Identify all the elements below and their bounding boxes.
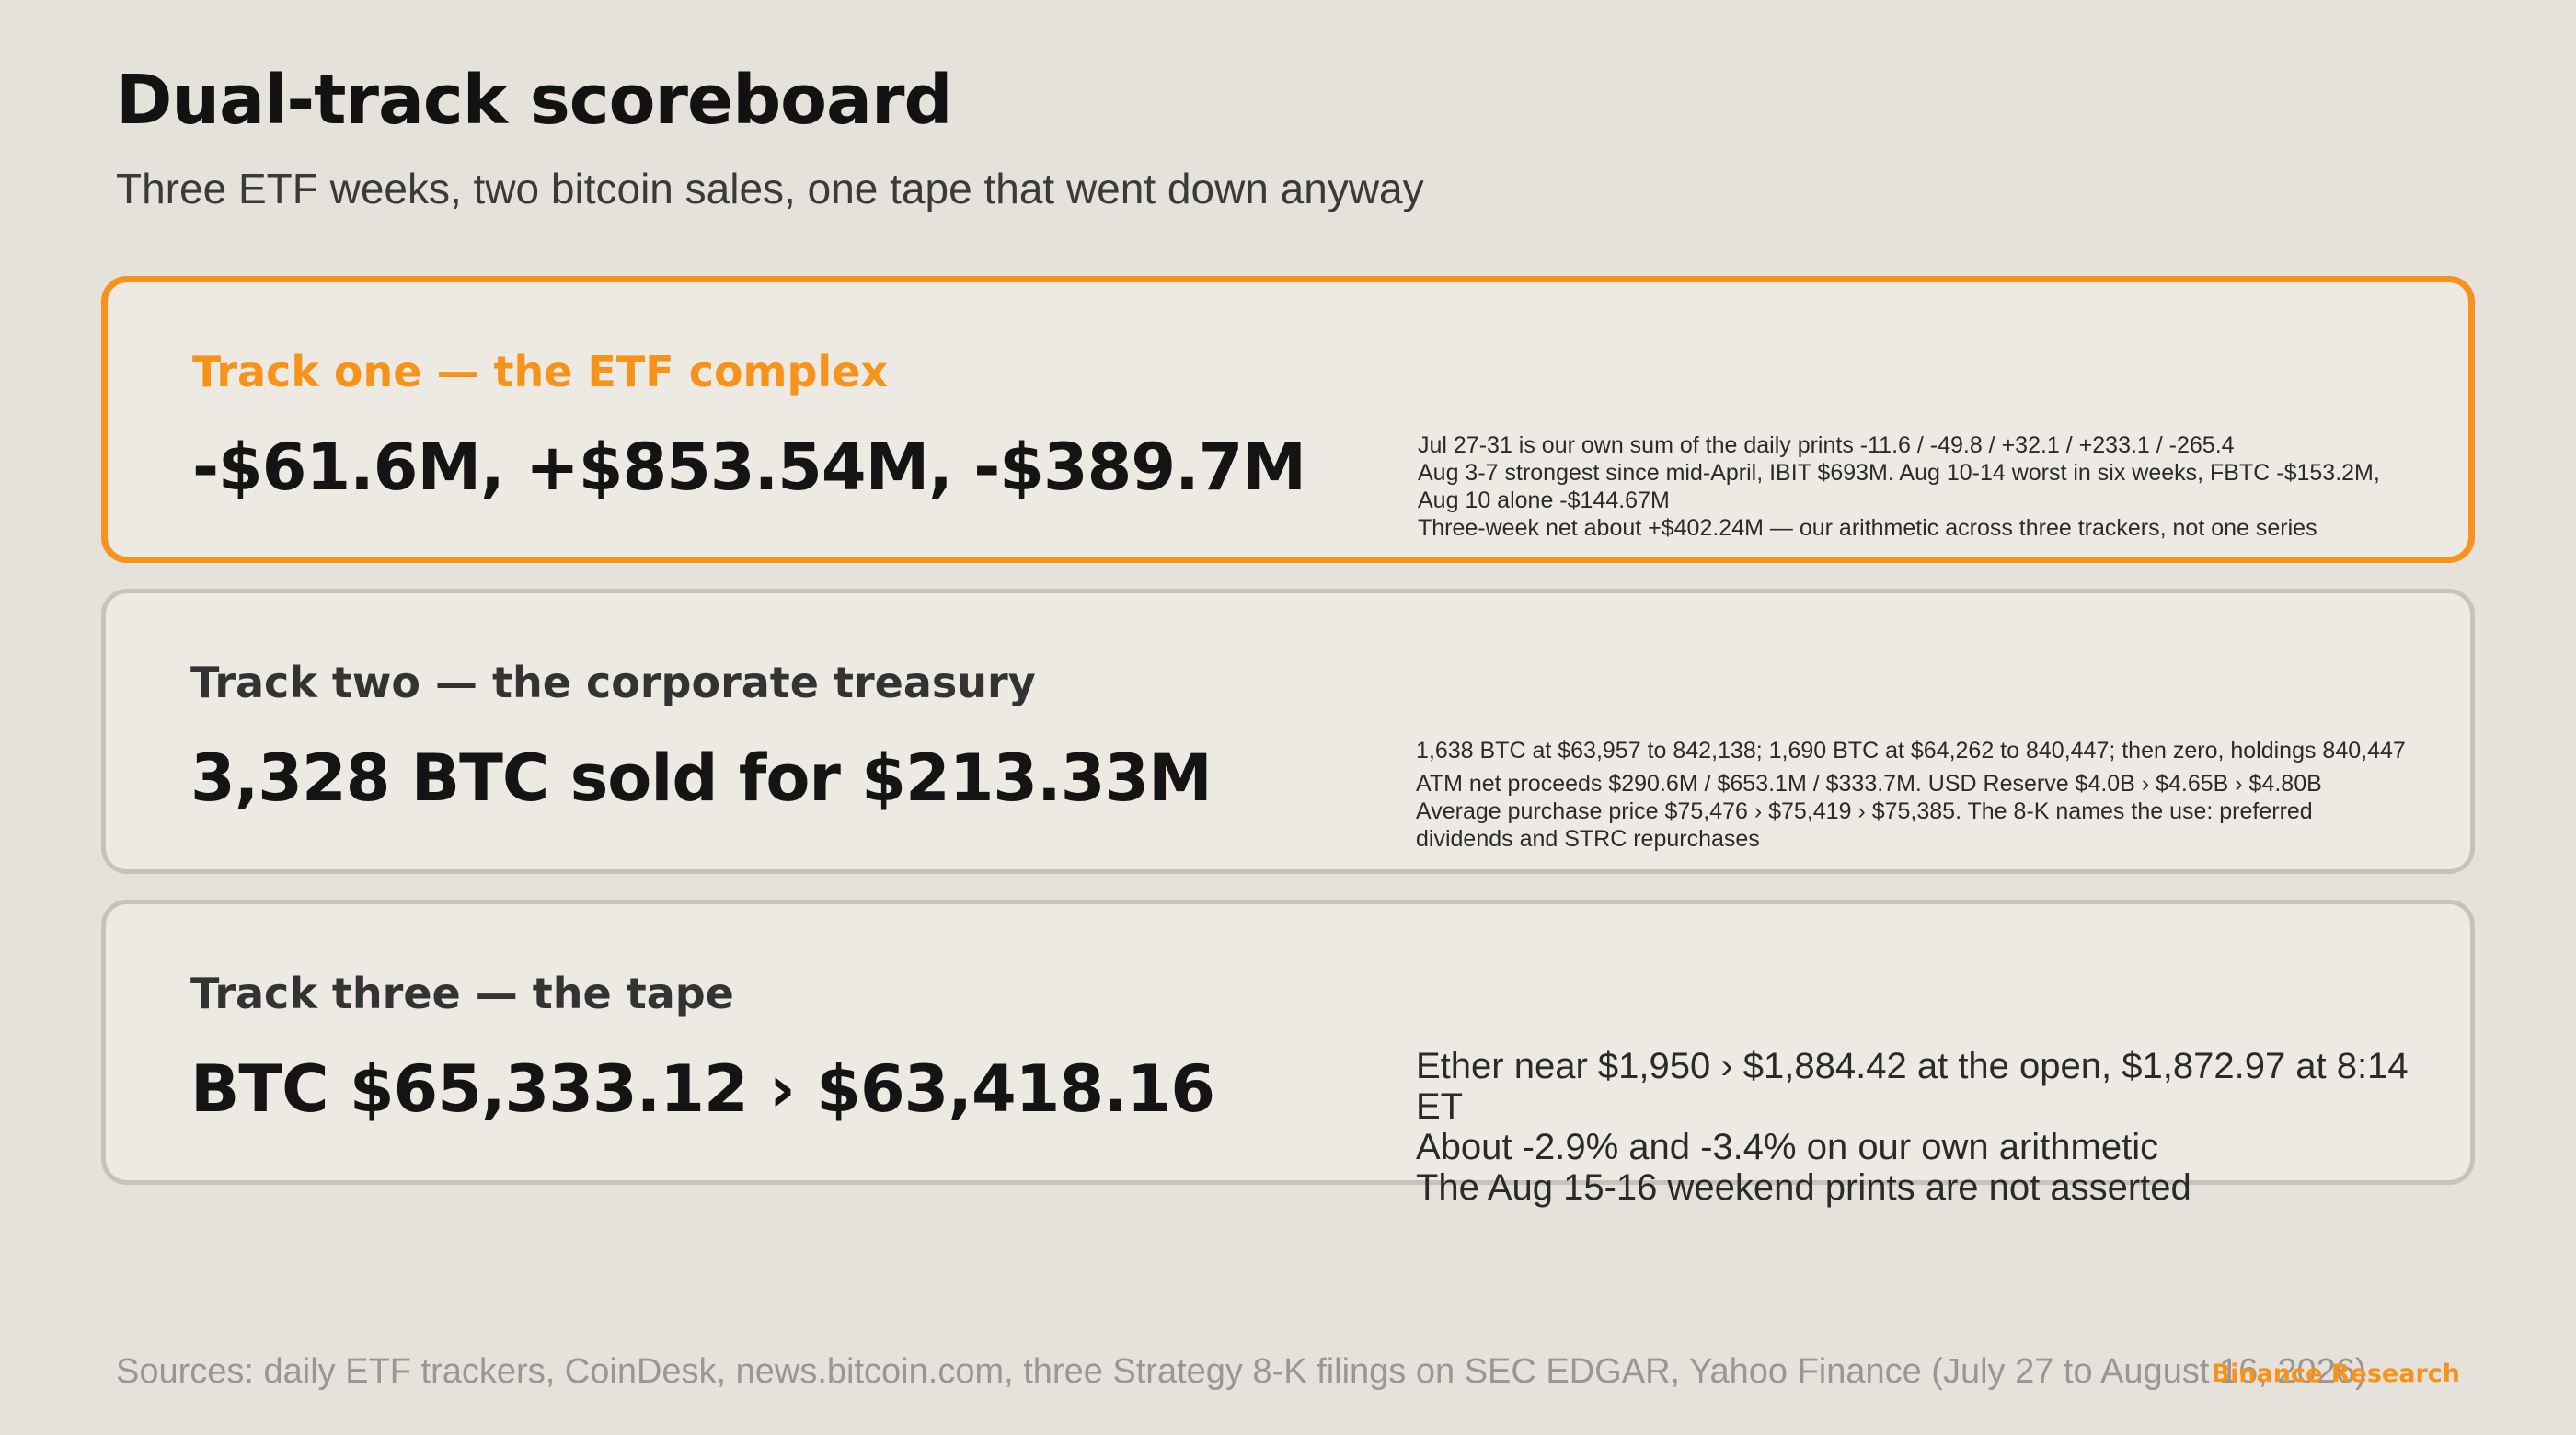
track-notes: Ether near $1,950 › $1,884.42 at the ope… [1416,1046,2415,1208]
track-note: 1,638 BTC at $63,957 to 842,138; 1,690 B… [1416,738,2406,763]
sources-footnote: Sources: daily ETF trackers, CoinDesk, n… [116,1352,2367,1391]
track-note: Three-week net about +$402.24M — our ari… [1418,515,2317,541]
track-note: Aug 3-7 strongest since mid-April, IBIT … [1418,460,2380,513]
page-subtitle: Three ETF weeks, two bitcoin sales, one … [116,165,1424,212]
track-notes: 1,638 BTC at $63,957 to 842,138; 1,690 B… [1416,737,2415,853]
track-headline: BTC $65,333.12 › $63,418.16 [190,1051,1215,1127]
track-note: About -2.9% and -3.4% on our own arithme… [1416,1127,2159,1167]
track-card-treasury: Track two — the corporate treasury 3,328… [101,589,2475,874]
track-headline: -$61.6M, +$853.54M, -$389.7M [192,430,1306,505]
track-note: ATM net proceeds $290.6M / $653.1M / $33… [1416,771,2322,797]
track-label: Track two — the corporate treasury [190,658,1036,707]
track-card-etf: Track one — the ETF complex -$61.6M, +$8… [101,276,2475,563]
track-note: Jul 27-31 is our own sum of the daily pr… [1418,432,2235,458]
track-notes: Jul 27-31 is our own sum of the daily pr… [1418,431,2413,542]
page-title: Dual-track scoreboard [116,61,952,140]
brand-label: Binance Research [2211,1360,2460,1388]
track-headline: 3,328 BTC sold for $213.33M [190,740,1213,816]
track-card-tape: Track three — the tape BTC $65,333.12 › … [101,900,2475,1208]
track-label: Track three — the tape [190,969,734,1018]
track-note: The Aug 15-16 weekend prints are not ass… [1416,1167,2191,1208]
track-label: Track one — the ETF complex [192,347,889,396]
track-note: Average purchase price $75,476 › $75,419… [1416,798,2313,852]
track-note: Ether near $1,950 › $1,884.42 at the ope… [1416,1046,2409,1127]
